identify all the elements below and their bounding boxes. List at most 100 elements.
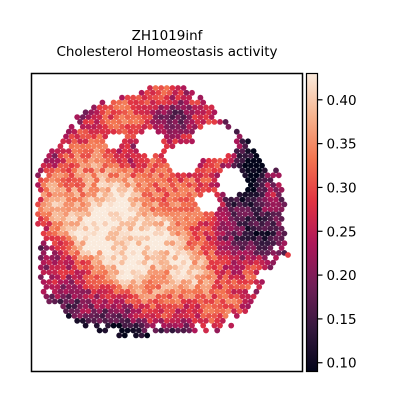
spot-mark (231, 288, 237, 295)
spot-mark (107, 317, 114, 324)
spot-mark (155, 206, 162, 213)
spot-mark (189, 274, 195, 280)
spot-mark (57, 211, 64, 218)
spot-mark (222, 119, 229, 125)
spot-mark (82, 128, 89, 135)
spot-mark (219, 211, 226, 218)
spot-mark (214, 182, 221, 188)
spot-mark (208, 230, 215, 237)
spot-mark (147, 172, 153, 179)
spot-mark (208, 250, 215, 256)
spot-mark (236, 191, 243, 198)
spot-mark (77, 245, 83, 251)
spot-mark (91, 201, 97, 208)
spot-mark (166, 186, 173, 193)
spot-mark (191, 279, 198, 285)
spot-mark (166, 138, 173, 145)
spot-mark (217, 157, 223, 164)
spot-mark (133, 177, 139, 184)
spot-mark (51, 259, 58, 266)
spot-mark (152, 240, 159, 247)
spot-mark (93, 225, 100, 232)
spot-mark (169, 220, 176, 227)
spot-mark (102, 279, 109, 285)
spot-mark (105, 186, 111, 193)
spot-mark (79, 123, 86, 130)
spot-mark (77, 216, 83, 222)
spot-mark (77, 254, 83, 261)
spot-mark (147, 230, 153, 237)
spot-mark (116, 177, 123, 184)
colorbar-tick-label: 0.30 (327, 180, 357, 196)
spot-mark (105, 119, 111, 125)
spot-mark (107, 191, 114, 198)
spot-mark (189, 245, 195, 251)
spot-mark (245, 216, 251, 222)
spot-mark (43, 264, 50, 271)
spot-mark (102, 298, 109, 305)
spot-mark (205, 225, 212, 232)
spot-mark (225, 308, 232, 314)
spot-mark (158, 114, 165, 120)
spot-mark (130, 220, 137, 227)
spot-mark (96, 143, 103, 150)
spot-mark (253, 201, 260, 208)
spot-mark (217, 264, 223, 271)
spot-mark (264, 182, 271, 188)
spot-mark (77, 186, 83, 193)
spot-mark (217, 167, 223, 174)
spot-mark (169, 143, 176, 150)
spot-mark (119, 269, 125, 276)
spot-mark (183, 313, 190, 319)
spot-mark (105, 274, 111, 280)
spot-mark (163, 211, 170, 218)
spot-mark (138, 264, 145, 271)
spot-mark (74, 143, 81, 150)
spot-mark (149, 284, 156, 290)
spot-mark (51, 298, 58, 305)
spot-mark (121, 119, 128, 125)
spot-mark (113, 240, 120, 247)
spot-mark (152, 230, 159, 237)
spot-mark (121, 313, 128, 319)
spot-mark (261, 196, 268, 203)
spot-mark (141, 240, 148, 247)
spot-mark (180, 201, 187, 208)
spot-mark (175, 114, 181, 120)
spot-mark (130, 153, 137, 159)
spot-mark (228, 225, 235, 232)
spot-mark (96, 308, 103, 314)
spot-mark (233, 235, 240, 242)
spot-mark (172, 99, 179, 106)
spot-mark (124, 279, 131, 285)
spot-mark (82, 119, 89, 125)
spot-mark (127, 216, 134, 222)
spot-mark (155, 157, 162, 164)
spot-mark (49, 196, 55, 203)
spot-mark (203, 114, 209, 120)
spot-mark (54, 235, 61, 242)
spot-mark (161, 254, 167, 261)
spot-mark (163, 182, 170, 188)
spot-mark (225, 288, 232, 295)
spot-mark (93, 128, 100, 135)
spot-mark (102, 182, 109, 188)
spot-mark (57, 269, 64, 276)
spot-mark (172, 225, 179, 232)
spot-mark (130, 288, 137, 295)
spot-mark (203, 162, 209, 169)
spot-mark (163, 162, 170, 169)
spot-mark (138, 167, 145, 174)
spot-mark (60, 303, 67, 310)
spot-mark (124, 298, 131, 305)
spot-mark (54, 216, 61, 222)
spot-mark (124, 133, 131, 140)
spot-mark (267, 186, 274, 193)
spot-mark (147, 308, 153, 314)
spot-mark (116, 245, 123, 251)
spot-mark (219, 308, 226, 314)
spot-mark (267, 264, 274, 271)
spot-mark (191, 288, 198, 295)
spot-mark (110, 225, 117, 232)
spot-mark (189, 225, 195, 232)
